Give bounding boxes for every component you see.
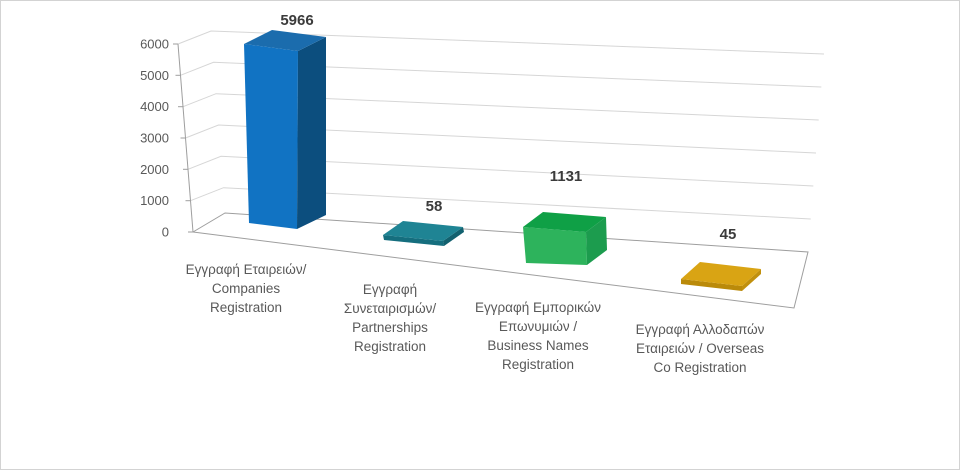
gridlines (177, 30, 825, 220)
bar-top-face (383, 221, 463, 241)
bar-front-face (383, 235, 444, 246)
bar-side-face (742, 269, 761, 291)
gridline (182, 93, 819, 121)
data-label-overseas-co-registration: 45 (720, 226, 737, 243)
bar-companies-registration[interactable] (244, 30, 326, 229)
gridline (185, 124, 817, 154)
gridline (190, 187, 811, 220)
category-label-companies-registration: Εγγραφή Εταιρειών/Companies Registration (186, 262, 307, 315)
bar-front-face (523, 227, 587, 265)
bar-side-face (443, 227, 464, 246)
bar-front-face (681, 279, 742, 291)
gridline (187, 155, 814, 187)
data-label-partnerships-registration: 58 (426, 198, 443, 215)
y-axis-tick-label: 4000 (140, 99, 169, 114)
bar-side-face (297, 37, 326, 229)
bar-top-face (681, 262, 761, 286)
gridline (177, 30, 825, 55)
bar-top-face (244, 30, 326, 51)
y-axis-tick-label: 6000 (140, 37, 169, 52)
bar-partnerships-registration[interactable] (383, 221, 464, 246)
data-label-companies-registration: 5966 (280, 12, 313, 29)
value-axis: 6000 5000 4000 3000 2000 1000 0 (140, 37, 194, 240)
bar-top-face (523, 212, 606, 232)
y-axis-tick-label: 3000 (140, 131, 169, 146)
bar-front-face (244, 44, 298, 229)
data-label-business-names-registration: 1131 (550, 168, 583, 185)
y-axis-tick-label: 2000 (140, 162, 169, 177)
y-axis-tick-label: 5000 (140, 68, 169, 83)
y-axis-tick-label: 0 (162, 225, 169, 240)
chart-floor (191, 212, 809, 309)
bar-side-face (586, 217, 607, 265)
bar-business-names-registration[interactable] (523, 212, 607, 265)
y-axis-tick-label: 1000 (140, 193, 169, 208)
gridline (180, 61, 822, 88)
bar-overseas-co-registration[interactable] (681, 262, 761, 291)
category-label-overseas-co-registration: Εγγραφή Αλλοδαπών Εταιρειών / Overseas Co … (636, 322, 765, 375)
category-label-business-names-registration: Εγγραφή Εμπορικών Επωνυμιών / Business Nam… (475, 300, 601, 372)
category-label-partnerships-registration: Εγγραφή Συνεταιρισμών/Partnerships Registr… (344, 282, 437, 354)
